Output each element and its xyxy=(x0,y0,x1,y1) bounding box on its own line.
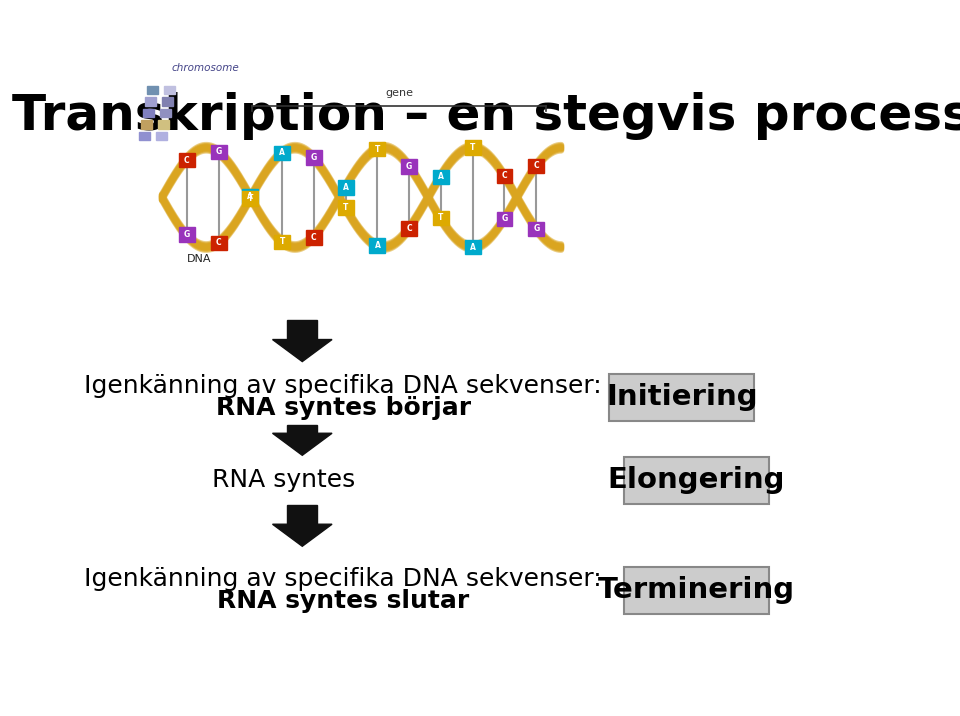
Bar xyxy=(141,120,152,129)
FancyBboxPatch shape xyxy=(624,457,769,503)
Text: A: A xyxy=(343,183,348,192)
Text: Igenkänning av specifika DNA sekvenser:: Igenkänning av specifika DNA sekvenser: xyxy=(84,374,602,398)
Text: C: C xyxy=(534,162,540,170)
Bar xyxy=(401,159,418,174)
Bar xyxy=(465,140,481,155)
Text: G: G xyxy=(311,153,317,162)
Bar xyxy=(156,132,167,140)
Bar xyxy=(287,425,317,433)
Text: A: A xyxy=(469,243,475,251)
Text: C: C xyxy=(502,171,507,180)
Text: T: T xyxy=(439,213,444,223)
Bar xyxy=(275,235,290,249)
Bar xyxy=(528,221,544,236)
Text: G: G xyxy=(215,147,222,156)
Polygon shape xyxy=(273,524,332,546)
Text: gene: gene xyxy=(385,88,413,98)
Bar xyxy=(370,142,385,156)
Text: T: T xyxy=(279,237,285,246)
Polygon shape xyxy=(273,339,332,362)
Bar xyxy=(370,238,385,253)
Text: chromosome: chromosome xyxy=(172,63,240,73)
Text: RNA syntes: RNA syntes xyxy=(212,468,355,492)
Bar xyxy=(242,191,258,205)
Bar xyxy=(162,97,173,106)
Bar xyxy=(164,86,175,95)
Text: C: C xyxy=(184,155,190,165)
Bar xyxy=(145,97,156,106)
Text: Elongering: Elongering xyxy=(608,466,785,494)
Text: C: C xyxy=(311,233,317,242)
Bar xyxy=(179,153,195,168)
Bar xyxy=(287,505,317,524)
Text: C: C xyxy=(216,238,222,247)
Bar xyxy=(338,180,353,195)
Text: A: A xyxy=(279,148,285,158)
Text: A: A xyxy=(438,173,444,181)
Bar xyxy=(210,145,227,159)
Text: T: T xyxy=(343,203,348,212)
Bar xyxy=(496,168,513,183)
Bar xyxy=(242,189,258,203)
Bar xyxy=(160,109,171,117)
Bar xyxy=(287,320,317,339)
Text: G: G xyxy=(501,214,508,223)
Text: C: C xyxy=(406,224,412,233)
Text: Terminering: Terminering xyxy=(598,576,795,604)
Text: T: T xyxy=(248,194,253,203)
Text: DNA: DNA xyxy=(187,254,211,264)
Bar xyxy=(433,170,449,184)
Bar xyxy=(528,159,544,173)
Bar xyxy=(306,230,322,245)
Bar xyxy=(401,221,418,236)
Text: A: A xyxy=(374,241,380,250)
Bar xyxy=(143,109,154,117)
Bar xyxy=(179,228,195,242)
Bar xyxy=(275,145,290,160)
Bar xyxy=(496,212,513,226)
Text: Transkription – en stegvis process: Transkription – en stegvis process xyxy=(12,92,960,140)
Text: Igenkänning av specifika DNA sekvenser:: Igenkänning av specifika DNA sekvenser: xyxy=(84,567,602,591)
FancyBboxPatch shape xyxy=(610,374,755,421)
Bar xyxy=(210,236,227,250)
Text: G: G xyxy=(183,230,190,239)
Bar xyxy=(433,211,449,225)
Bar xyxy=(157,120,169,129)
Text: G: G xyxy=(406,162,412,171)
Text: G: G xyxy=(533,224,540,233)
Bar xyxy=(306,150,322,165)
Text: Initiering: Initiering xyxy=(606,383,757,412)
Text: A: A xyxy=(248,192,253,200)
FancyBboxPatch shape xyxy=(624,567,769,614)
Bar xyxy=(139,132,150,140)
Bar xyxy=(465,240,481,254)
Text: RNA syntes börjar: RNA syntes börjar xyxy=(216,397,470,420)
Text: T: T xyxy=(374,145,380,154)
Polygon shape xyxy=(273,433,332,455)
Text: RNA syntes slutar: RNA syntes slutar xyxy=(217,589,469,614)
Bar xyxy=(147,86,157,95)
Text: T: T xyxy=(470,143,475,153)
Bar xyxy=(338,200,353,215)
